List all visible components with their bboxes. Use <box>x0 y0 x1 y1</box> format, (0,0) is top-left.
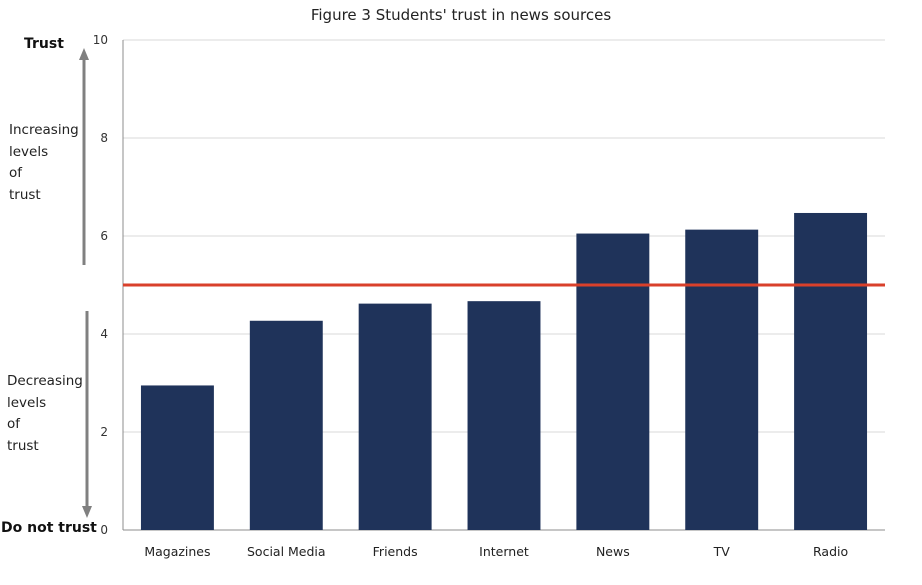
x-tick-label: News <box>596 544 630 559</box>
bar <box>576 233 650 531</box>
y-tick-label: 6 <box>100 229 108 243</box>
x-tick-label: Internet <box>479 544 529 559</box>
x-tick-label: Magazines <box>144 544 210 559</box>
increasing-line-3: of <box>9 165 23 181</box>
chart-title: Figure 3 Students' trust in news sources <box>310 6 612 24</box>
x-tick-label: Social Media <box>247 544 326 559</box>
decreasing-trust-text: Decreasing levels of trust <box>7 371 83 457</box>
bar <box>140 385 214 530</box>
y-tick-label: 2 <box>100 425 108 439</box>
increasing-line-4: trust <box>9 186 41 203</box>
bar <box>794 212 868 530</box>
bar <box>467 301 541 530</box>
x-tick-label: Radio <box>813 544 848 559</box>
x-tick-label: TV <box>713 544 731 559</box>
y-tick-label: 8 <box>100 131 108 145</box>
increasing-trust-text: Increasing levels of trust <box>9 120 79 206</box>
bar <box>249 320 323 530</box>
x-tick-label: Friends <box>373 544 418 559</box>
increasing-line-1: Increasing <box>9 122 79 138</box>
do-not-trust-label: Do not trust <box>1 520 97 536</box>
increasing-arrow-head <box>79 48 89 60</box>
bar <box>685 229 759 530</box>
decreasing-line-3: of <box>7 416 21 432</box>
increasing-line-2: levels <box>9 143 49 160</box>
decreasing-line-1: Decreasing <box>7 373 83 389</box>
decreasing-line-2: levels <box>7 394 47 411</box>
decreasing-arrow-head <box>82 506 92 518</box>
y-tick-label: 4 <box>100 327 108 341</box>
y-tick-label: 10 <box>93 33 108 47</box>
trust-label: Trust <box>24 36 64 52</box>
bar <box>358 303 432 530</box>
decreasing-line-4: trust <box>7 437 39 454</box>
y-tick-label: 0 <box>100 523 108 537</box>
